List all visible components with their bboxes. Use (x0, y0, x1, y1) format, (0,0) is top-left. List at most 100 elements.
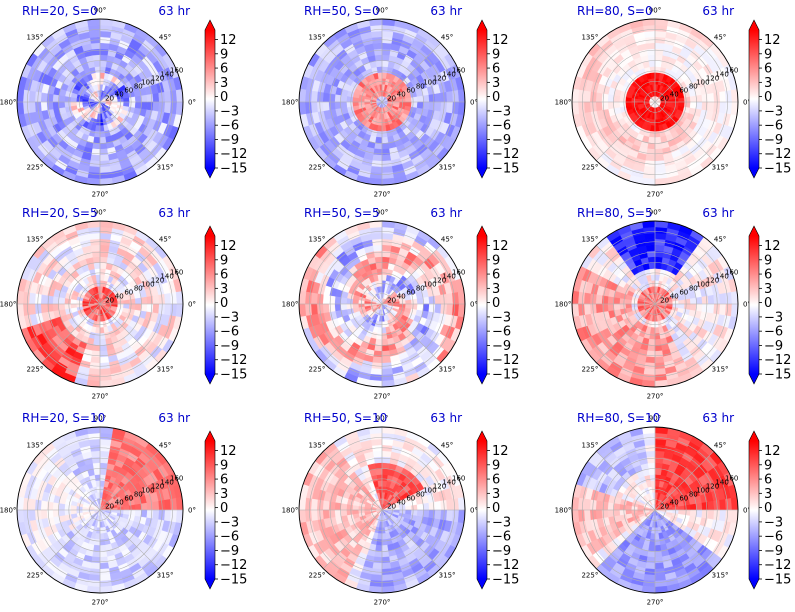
radial-label: 60 (679, 289, 688, 297)
colorbar-tick-label: −15 (220, 573, 247, 588)
heatmap-cell (607, 101, 615, 110)
radial-label: 160 (170, 269, 183, 277)
heatmap-cell (322, 101, 330, 112)
heatmap-cell (328, 295, 336, 305)
radial-label: 140 (160, 71, 173, 79)
heatmap-cell (370, 574, 383, 582)
heatmap-cell (164, 292, 172, 305)
heatmap-cell (99, 66, 106, 73)
heatmap-cell (175, 303, 183, 318)
polar-panel: 0°45°90°135°180°225°270°315°20 40 60 801001… (282, 206, 520, 401)
heatmap-cell (370, 30, 383, 38)
heatmap-cell (654, 166, 667, 174)
heatmap-cell (93, 262, 101, 270)
radial-label: 40 (115, 91, 124, 99)
heatmap-cell (701, 101, 709, 111)
heatmap-cell (381, 42, 392, 50)
colorbar-tick-label: 12 (764, 33, 781, 48)
heatmap-cell (52, 101, 60, 110)
heatmap-cell (99, 232, 112, 240)
grid-spoke (596, 43, 656, 103)
panel-time: 63 hr (158, 4, 190, 18)
colorbar-tick-label: 9 (220, 458, 228, 473)
heatmap-cell (322, 294, 330, 305)
heatmap-cell (601, 93, 609, 103)
colorbar-tick-label: −9 (492, 133, 511, 148)
panel-time: 63 hr (158, 206, 190, 220)
colorbar-tick-label: 12 (492, 33, 509, 48)
heatmap-cell (654, 148, 664, 156)
heatmap-cell (99, 556, 109, 564)
heatmap-cell (650, 125, 656, 132)
heatmap-cell (678, 101, 685, 107)
heatmap-cell (99, 427, 114, 435)
heatmap-cell (381, 550, 390, 558)
heatmap-cell (434, 500, 442, 511)
heatmap-cell (381, 250, 391, 258)
heatmap-cell (719, 101, 727, 114)
panel-time: 63 hr (702, 206, 734, 220)
heatmap-cell (92, 142, 101, 150)
heatmap-cell (422, 509, 430, 518)
heatmap-cell (381, 148, 391, 156)
heatmap-cell (70, 299, 77, 305)
panel-title: RH=20, S=0 (22, 4, 98, 18)
heatmap-cell (381, 480, 387, 487)
colorbar-extend-top (749, 226, 759, 236)
colorbar-tick-label: −12 (220, 353, 247, 368)
colorbar-tick-label: −3 (492, 310, 511, 325)
heatmap-cell (99, 456, 109, 464)
heatmap-cell (381, 450, 392, 458)
heatmap-cell (40, 101, 48, 112)
angle-label: 180° (282, 99, 299, 107)
polar-panel: 0°45°90°135°180°225°270°315°20 40 60 801001… (0, 206, 247, 401)
heatmap-cell (375, 262, 383, 270)
heatmap-cell (648, 136, 656, 144)
heatmap-cell (372, 562, 383, 570)
heatmap-cell (374, 550, 383, 558)
heatmap-cell (654, 350, 664, 358)
radial-label: 140 (160, 479, 173, 487)
colorbar-tick-label: −12 (764, 147, 791, 162)
heatmap-cell (654, 30, 667, 38)
radial-label: 140 (442, 71, 455, 79)
heatmap-cell (368, 585, 383, 593)
angle-label: 315° (712, 164, 729, 172)
angle-label: 0° (743, 99, 751, 107)
heatmap-cell (99, 48, 109, 56)
heatmap-cell (381, 72, 387, 79)
colorbar-tick-label: −9 (764, 339, 783, 354)
heatmap-cell (654, 60, 662, 68)
heatmap-cell (70, 97, 77, 103)
angle-label: 45° (714, 235, 726, 243)
heatmap-cell (164, 90, 172, 103)
heatmap-cell (310, 101, 318, 114)
radial-label: 60 (406, 289, 415, 297)
heatmap-cell (58, 297, 66, 305)
heatmap-cell (654, 72, 660, 79)
heatmap-cell (583, 90, 591, 103)
heatmap-cell (607, 94, 615, 103)
polar-frame (16, 220, 184, 388)
radial-label: 40 (670, 91, 679, 99)
heatmap-cell (372, 42, 383, 50)
heatmap-cell (654, 136, 662, 144)
heatmap-cell (381, 136, 389, 144)
heatmap-cell (381, 356, 392, 364)
colorbar-tick-label: 9 (492, 47, 500, 62)
grid-spoke (654, 303, 714, 363)
angle-label: 180° (555, 301, 572, 309)
heatmap-cell (310, 292, 318, 305)
heatmap-cell (654, 66, 661, 73)
heatmap-cell (381, 556, 391, 564)
colorbar-extend-bottom (205, 374, 215, 384)
colorbar-tick-label: 12 (220, 444, 237, 459)
radial-label: 20 (660, 95, 669, 103)
heatmap-cell (91, 350, 101, 358)
angle-label: 225° (581, 366, 598, 374)
heatmap-cell (99, 250, 109, 258)
heatmap-cell (613, 101, 621, 109)
colorbar-tick-label: 0 (764, 90, 772, 105)
heatmap-cell (381, 19, 396, 27)
